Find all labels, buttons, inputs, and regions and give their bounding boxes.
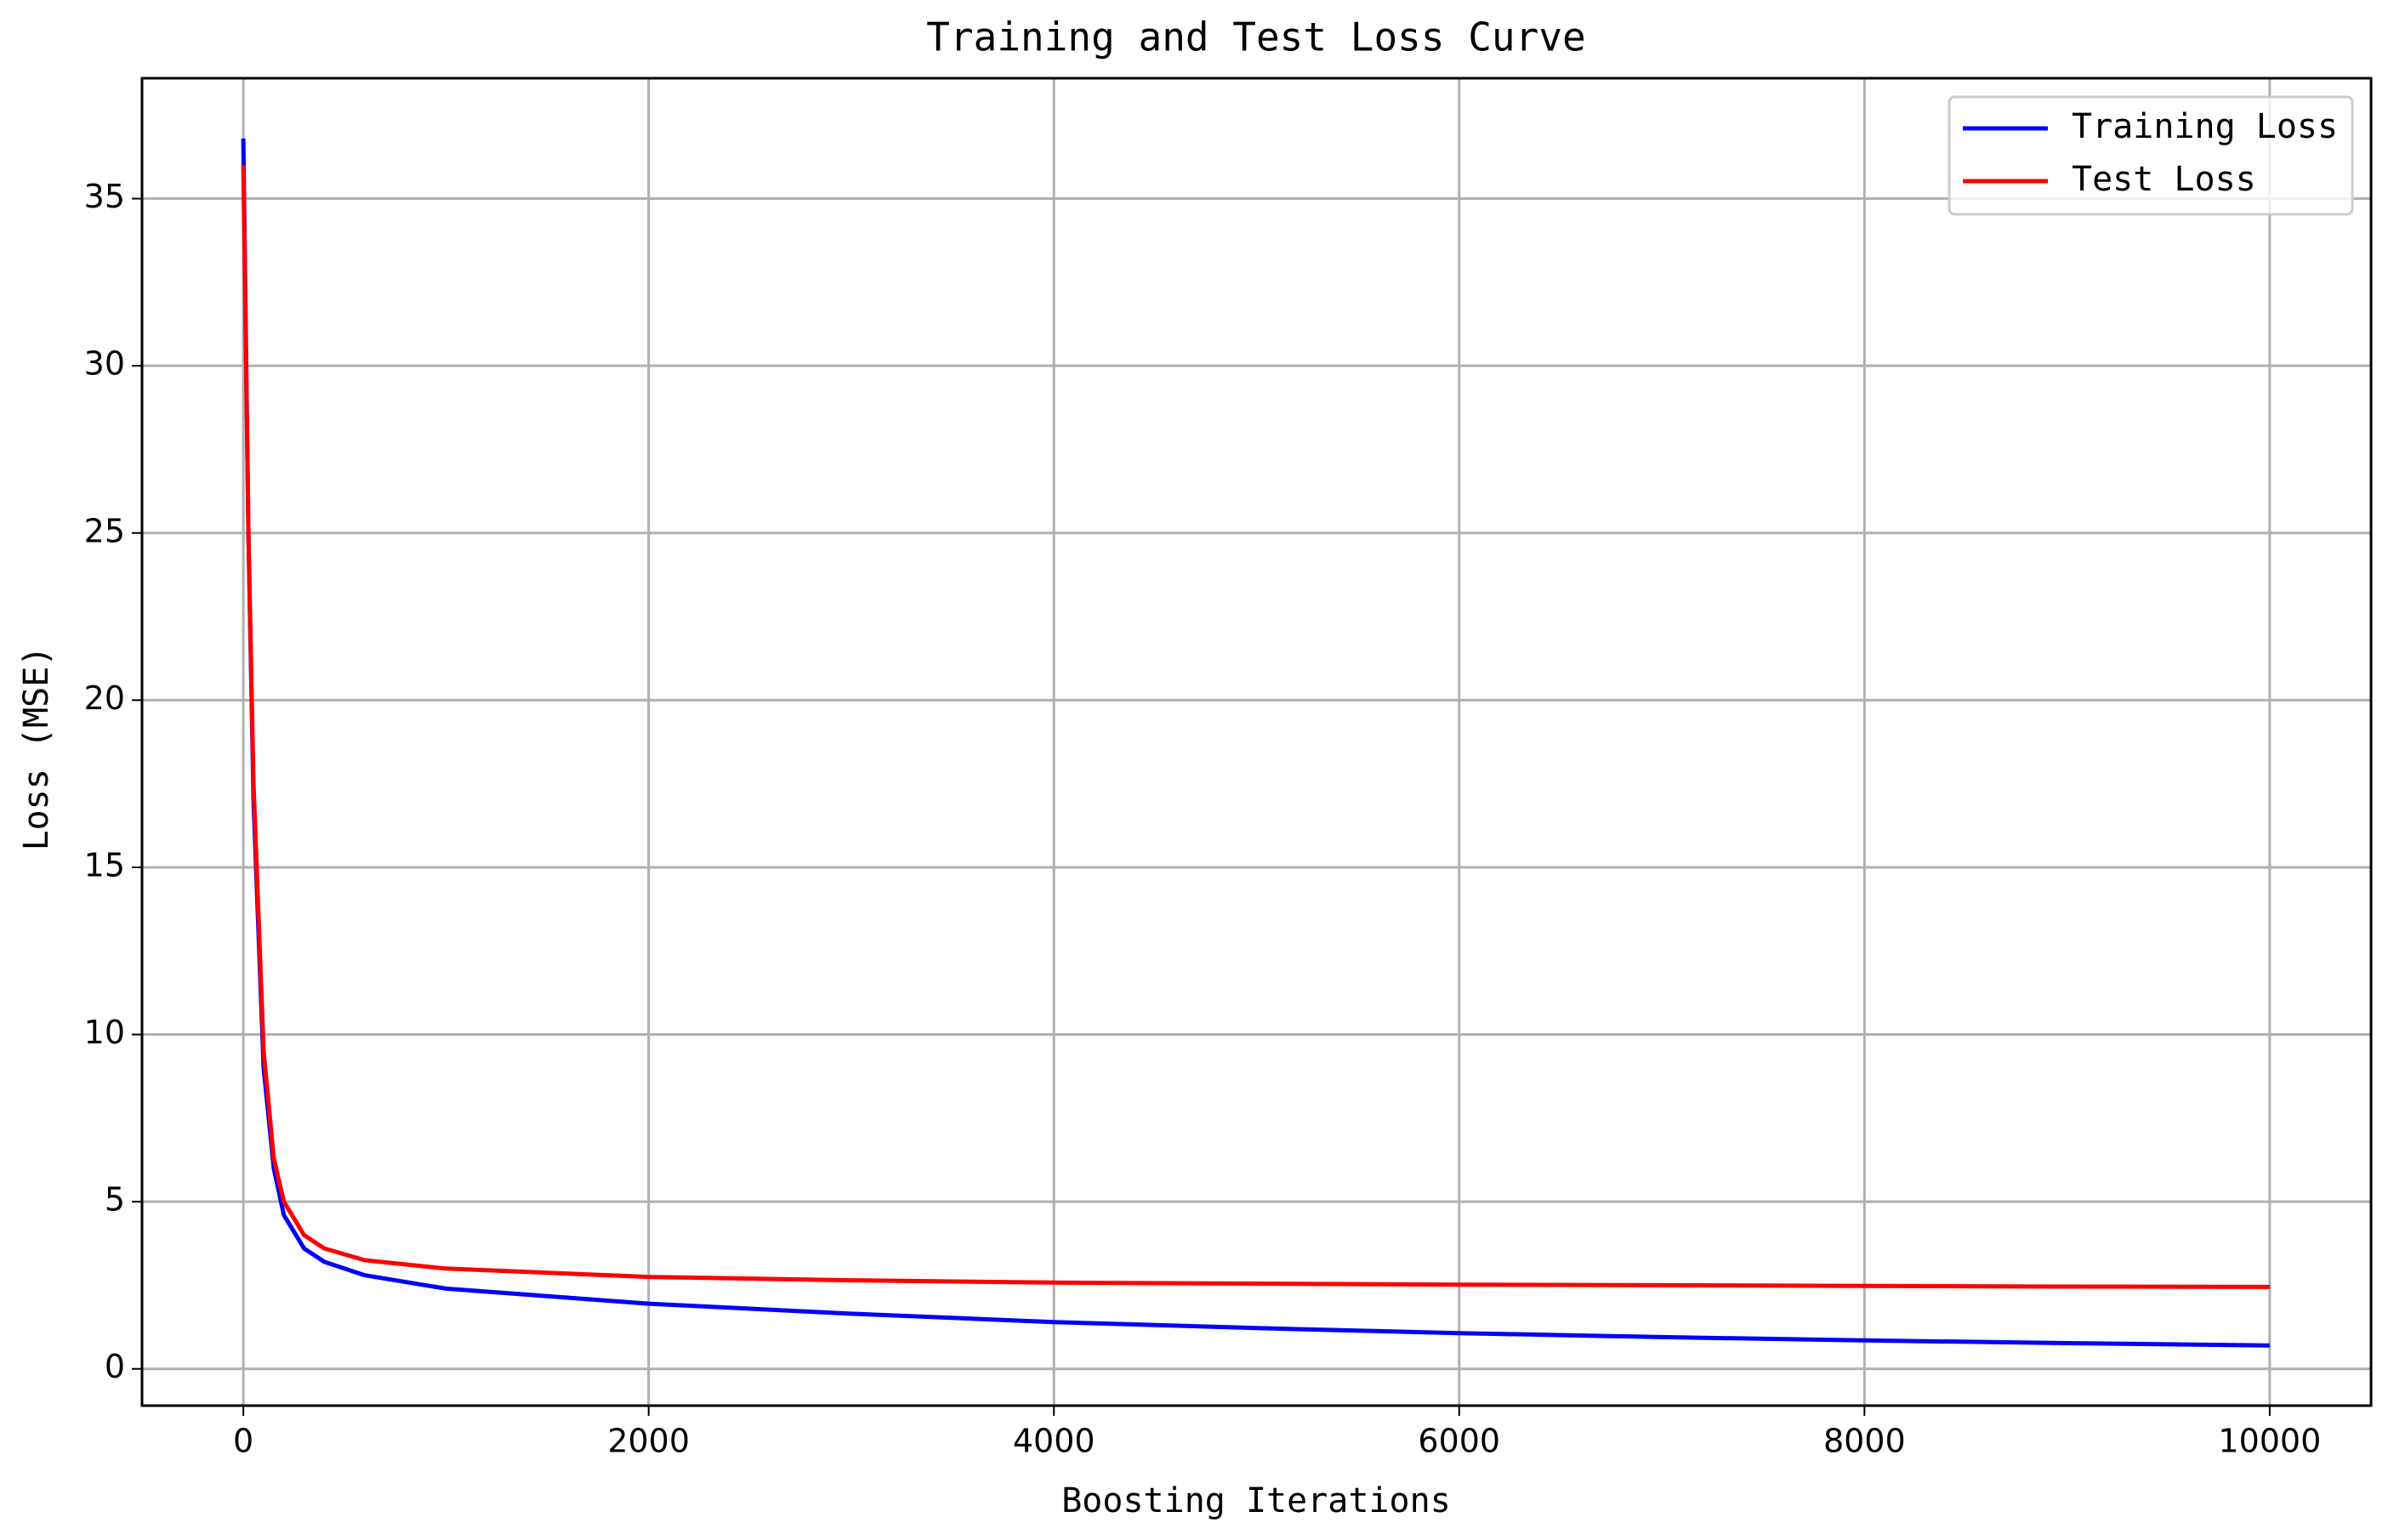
x-axis-label: Boosting Iterations: [1061, 1481, 1451, 1520]
y-tick-label: 20: [84, 679, 125, 717]
x-tick-label: 6000: [1418, 1423, 1500, 1460]
plot-frame: [140, 77, 2373, 1407]
legend-label: Training Loss: [2072, 107, 2338, 146]
loss-line: [241, 165, 2270, 1289]
y-tick-label: 5: [105, 1181, 125, 1219]
x-tick-label: 10000: [2218, 1423, 2321, 1460]
legend-label: Test Loss: [2072, 160, 2256, 199]
x-tick-label: 0: [233, 1423, 253, 1460]
x-tick-label: 8000: [1823, 1423, 1906, 1460]
x-tick-label: 2000: [607, 1423, 690, 1460]
x-tick-label: 4000: [1013, 1423, 1095, 1460]
loss-line: [241, 138, 2270, 1348]
y-axis-label: Loss (MSE): [17, 646, 56, 851]
y-tick-label: 35: [84, 178, 125, 215]
chart-title: Training and Test Loss Curve: [926, 14, 1585, 60]
y-tick-label: 0: [105, 1348, 125, 1385]
legend-box: [1948, 95, 2354, 216]
y-tick-label: 15: [84, 846, 125, 884]
y-tick-label: 25: [84, 512, 125, 549]
y-tick-label: 10: [84, 1014, 125, 1051]
y-tick-label: 30: [84, 345, 125, 383]
